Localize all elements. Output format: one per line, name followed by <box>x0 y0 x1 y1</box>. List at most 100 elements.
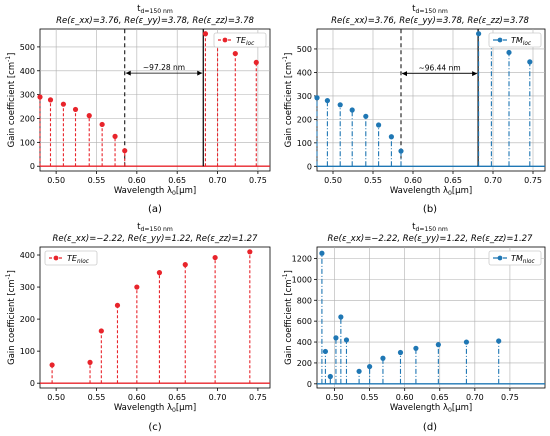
stem-marker <box>114 302 121 308</box>
legend-marker <box>497 255 503 261</box>
stem-marker <box>99 121 105 128</box>
y-tick-label: 0 <box>307 380 312 389</box>
x-axis-label: Wavelength λ0[μm] <box>114 186 196 197</box>
stem-marker <box>37 94 43 100</box>
x-tick-label: 0.75 <box>501 393 519 402</box>
x-tick-label: 0.75 <box>249 393 267 402</box>
x-tick-label: 0.70 <box>484 176 502 185</box>
stem-marker <box>413 345 419 351</box>
legend-box <box>488 32 542 48</box>
stem-marker <box>60 101 67 107</box>
chart-title-line2: Re(ε_xx)=3.76, Re(ε_yy)=3.78, Re(ε_zz)=3… <box>331 16 529 26</box>
x-tick-label: 0.75 <box>249 176 267 185</box>
chart-title-line2: Re(ε_xx)=3.76, Re(ε_yy)=3.78, Re(ε_zz)=3… <box>56 16 254 26</box>
x-tick-label: 0.60 <box>128 176 146 185</box>
stem-marker <box>253 59 259 66</box>
x-axis-label: Wavelength λ0[μm] <box>390 186 472 197</box>
annotation-arrowhead-left <box>125 70 131 76</box>
x-axis-label: Wavelength λ0[μm] <box>114 403 196 414</box>
stem-marker <box>476 31 482 37</box>
panel-caption: (c) <box>148 422 161 433</box>
x-tick-label: 0.55 <box>361 393 379 402</box>
y-axis-label: Gain coefficient [cm-1] <box>5 270 17 365</box>
x-tick-label: 0.70 <box>466 393 484 402</box>
stem-marker <box>182 262 188 268</box>
stem-marker <box>363 113 369 119</box>
legend-box <box>488 250 542 266</box>
y-tick-label: 400 <box>297 68 312 77</box>
stem-marker <box>463 339 470 345</box>
chart-panel-d: 0.50 0.55 0.60 0.65 0.70 0.75 0 200 400 600 800 100… <box>282 222 546 433</box>
stem-marker <box>380 355 386 361</box>
x-axis-label: Wavelength λ0[μm] <box>390 403 472 414</box>
stem-marker <box>435 342 441 348</box>
annotation-arrowhead-left <box>402 71 407 77</box>
x-tick-label: 0.50 <box>326 393 344 402</box>
y-tick-label: 100 <box>20 347 35 356</box>
y-tick-label: 100 <box>20 138 35 147</box>
stem-marker <box>496 338 502 344</box>
chart-title-line1: td=150 nm <box>412 222 448 233</box>
stem-marker <box>122 148 128 154</box>
x-tick-label: 0.75 <box>524 176 542 185</box>
stem-marker <box>134 284 140 290</box>
stem-marker <box>212 254 218 261</box>
x-tick-label: 0.50 <box>47 176 65 185</box>
panel-caption: (d) <box>423 422 437 433</box>
y-tick-label: 100 <box>297 139 312 148</box>
x-tick-label: 0.65 <box>444 176 462 185</box>
y-tick-label: 500 <box>297 45 312 54</box>
y-tick-label: 200 <box>297 359 312 368</box>
chart-title-line2: Re(ε_xx)=−2.22, Re(ε_yy)=1.22, Re(ε_zz)=… <box>328 234 534 244</box>
y-tick-label: 1000 <box>292 275 312 284</box>
y-tick-label: 0 <box>30 379 35 388</box>
x-tick-label: 0.60 <box>396 393 414 402</box>
stem-marker <box>356 368 362 374</box>
legend-box <box>44 250 98 266</box>
stem-marker <box>343 337 350 343</box>
y-tick-label: 400 <box>20 67 35 76</box>
stem-marker <box>49 362 55 368</box>
stem-marker <box>333 335 339 341</box>
plot-area <box>39 246 271 389</box>
stem-marker <box>314 95 320 101</box>
x-tick-label: 0.55 <box>88 393 106 402</box>
stem-marker <box>376 122 382 128</box>
legend-label: TEloc <box>236 36 255 47</box>
annotation-label: ~96.44 nm <box>418 64 460 73</box>
x-tick-label: 0.50 <box>324 176 342 185</box>
y-tick-label: 400 <box>297 338 312 347</box>
y-tick-label: 600 <box>297 317 312 326</box>
stem-marker <box>367 363 373 370</box>
stem-marker <box>337 102 343 108</box>
chart-title-line1: td=150 nm <box>412 4 448 15</box>
legend-label: TMnloc <box>511 254 536 265</box>
stem-marker <box>319 250 325 256</box>
stem-marker <box>324 97 330 104</box>
x-tick-label: 0.60 <box>404 176 422 185</box>
stem-marker <box>388 134 394 140</box>
stem-marker <box>98 328 104 334</box>
plot-area <box>316 28 546 172</box>
annotation-arrowhead-right <box>472 71 478 77</box>
stem-marker <box>398 148 404 154</box>
y-axis-label: Gain coefficient [cm-1] <box>5 53 17 148</box>
legend-label: TMloc <box>511 36 532 47</box>
stem-marker <box>47 97 54 103</box>
y-axis-label: Gain coefficient [cm-1] <box>282 53 294 148</box>
y-tick-label: 400 <box>20 251 35 260</box>
chart-panel-b: 0.50 0.55 0.60 0.65 0.70 0.75 0 100 200 300 400 500… <box>282 4 546 215</box>
x-tick-label: 0.60 <box>128 393 146 402</box>
y-tick-label: 500 <box>20 43 35 52</box>
y-tick-label: 200 <box>20 114 35 123</box>
stem-marker <box>506 49 512 56</box>
y-tick-label: 1200 <box>292 254 312 263</box>
x-tick-label: 0.55 <box>364 176 382 185</box>
stem-marker <box>247 249 253 255</box>
y-axis-label: Gain coefficient [cm-1] <box>282 270 294 365</box>
x-tick-label: 0.70 <box>209 176 227 185</box>
stem-marker <box>338 314 344 320</box>
chart-title-line2: Re(ε_xx)=−2.22, Re(ε_yy)=1.22, Re(ε_zz)=… <box>53 234 259 244</box>
stem-marker <box>232 50 238 57</box>
